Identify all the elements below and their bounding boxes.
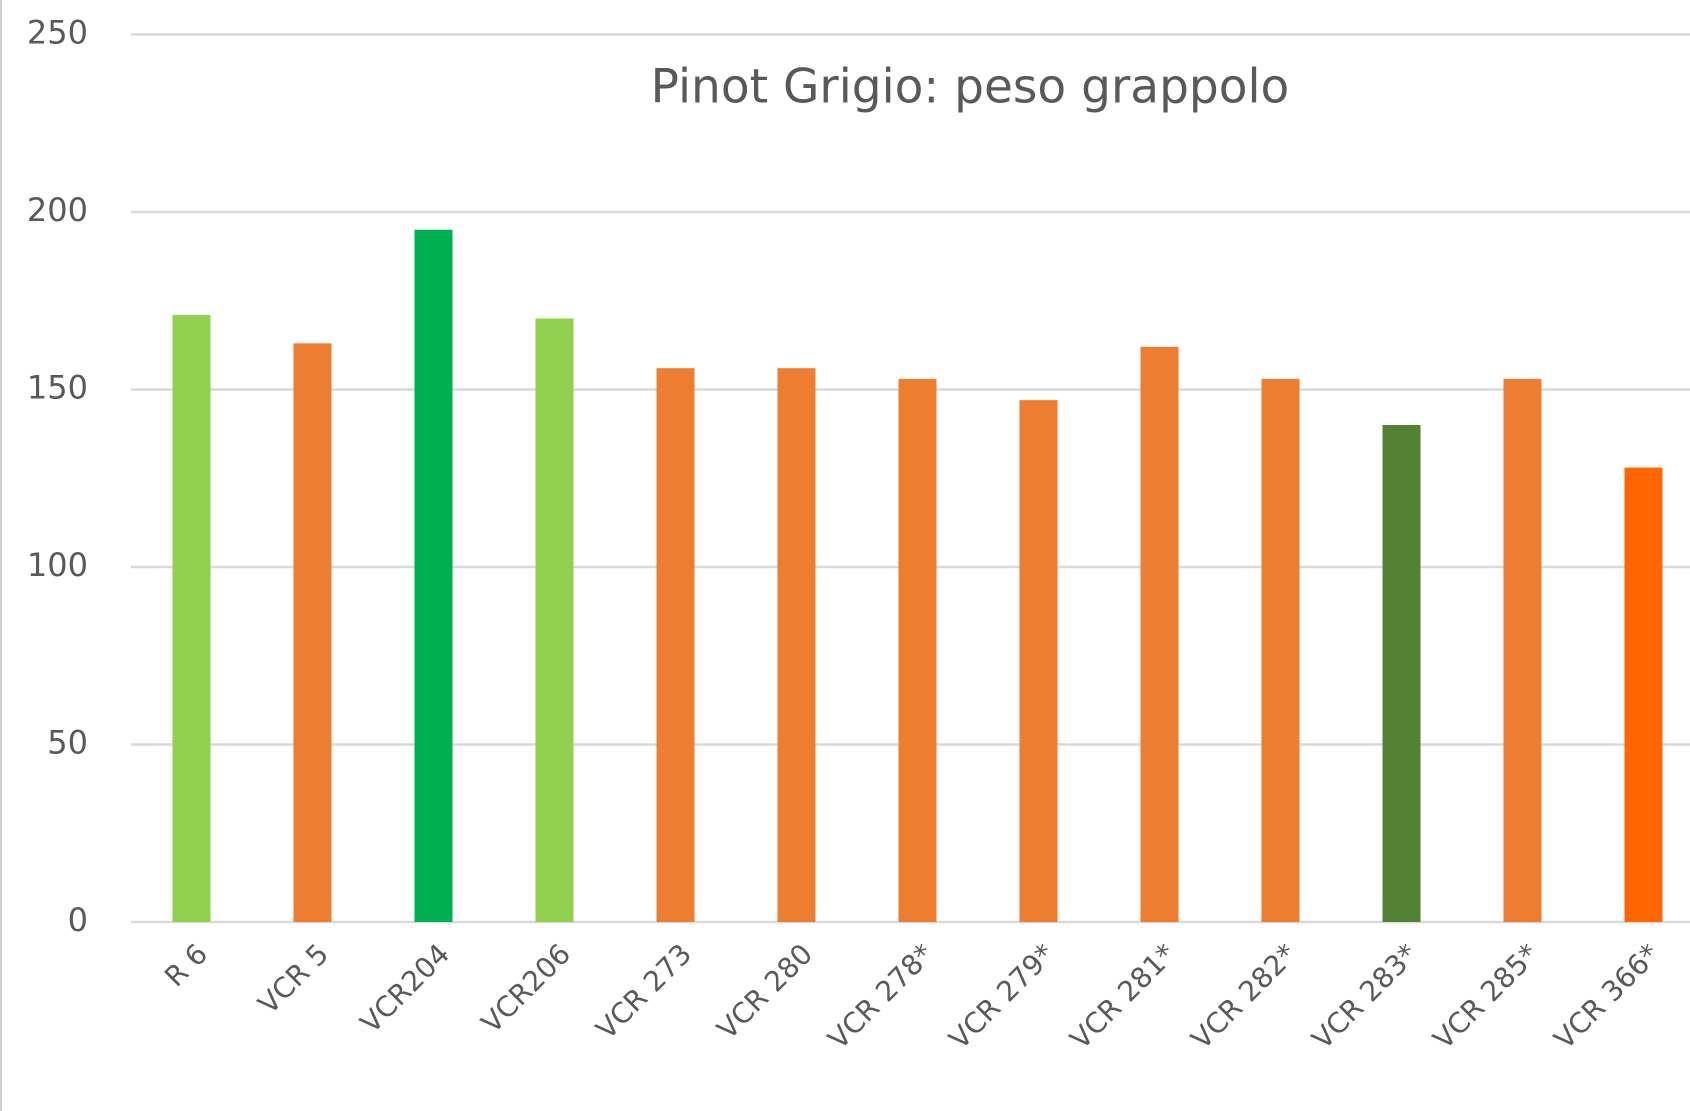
bar bbox=[414, 229, 453, 922]
x-tick-label: VCR 282* bbox=[1185, 937, 1303, 1055]
bar bbox=[172, 314, 211, 922]
bar bbox=[535, 318, 574, 922]
bar bbox=[656, 368, 695, 922]
x-tick-label: VCR 273 bbox=[590, 937, 699, 1046]
x-tick-label: VCR 278* bbox=[822, 937, 940, 1055]
bar bbox=[1261, 378, 1300, 923]
bar bbox=[777, 368, 816, 922]
chart-title: Pinot Grigio: peso grappolo bbox=[651, 60, 1290, 115]
bar bbox=[293, 343, 332, 923]
x-tick-label: VCR 280 bbox=[711, 937, 820, 1046]
x-tick-label: VCR 285* bbox=[1427, 937, 1545, 1055]
bar bbox=[1382, 425, 1421, 922]
y-tick-label: 50 bbox=[47, 724, 88, 762]
y-tick-label: 0 bbox=[68, 901, 88, 939]
x-tick-label: VCR 366* bbox=[1548, 937, 1666, 1055]
x-tick-label: VCR 283* bbox=[1306, 937, 1424, 1055]
bar bbox=[1019, 400, 1058, 922]
x-tick-label: R 6 bbox=[158, 937, 214, 993]
bar bbox=[1503, 378, 1542, 923]
bar bbox=[1624, 467, 1663, 922]
x-tick-label: VCR 5 bbox=[252, 937, 335, 1020]
bar bbox=[898, 378, 937, 923]
x-tick-label: VCR 279* bbox=[943, 937, 1061, 1055]
bar bbox=[1140, 346, 1179, 922]
x-tick-label: VCR204 bbox=[354, 937, 456, 1039]
x-tick-label: VCR206 bbox=[475, 937, 577, 1039]
y-tick-label: 250 bbox=[27, 14, 88, 52]
y-tick-label: 100 bbox=[27, 546, 88, 584]
y-tick-label: 200 bbox=[27, 191, 88, 229]
y-tick-label: 150 bbox=[27, 369, 88, 407]
x-tick-label: VCR 281* bbox=[1064, 937, 1182, 1055]
